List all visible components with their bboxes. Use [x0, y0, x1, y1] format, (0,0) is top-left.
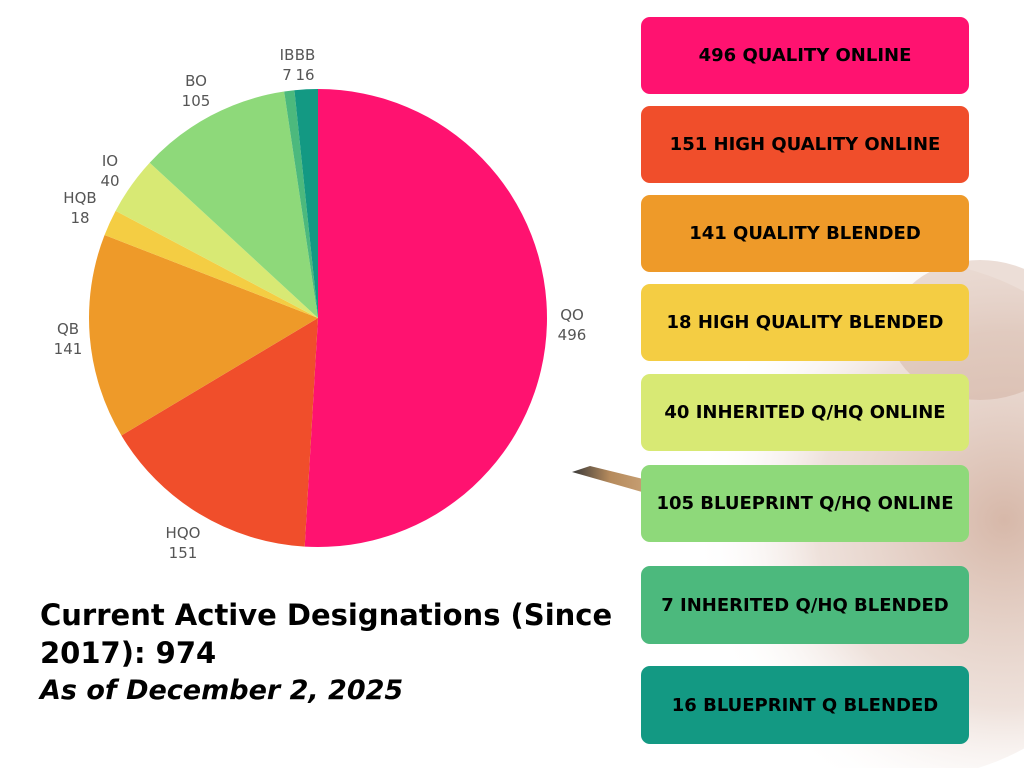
legend-item-blueprint-online: 105 BLUEPRINT Q/HQ ONLINE [641, 465, 969, 542]
legend-item-inherited-online: 40 INHERITED Q/HQ ONLINE [641, 374, 969, 451]
legend-item-inherited-blended: 7 INHERITED Q/HQ BLENDED [641, 566, 969, 644]
slice-label-hqb: HQB [63, 189, 96, 207]
slice-value-bb: 16 [295, 66, 314, 84]
pie-slice-io [115, 162, 318, 318]
slice-label-io: IO [102, 152, 118, 170]
pie-slice-ib [284, 90, 318, 318]
slice-label-qb: QB [57, 320, 79, 338]
slice-value-hqo: 151 [169, 544, 198, 562]
pie-slice-bo [149, 91, 318, 318]
legend-item-quality-online: 496 QUALITY ONLINE [641, 17, 969, 94]
chart-title: Current Active Designations (Since 2017)… [40, 598, 613, 670]
legend-item-blueprint-blended: 16 BLUEPRINT Q BLENDED [641, 666, 969, 744]
pie-slice-qb [88, 234, 318, 436]
legend-item-high-quality-online: 151 HIGH QUALITY ONLINE [641, 106, 969, 183]
title-block: Current Active Designations (Since 2017)… [40, 596, 630, 708]
chart-subtitle: As of December 2, 2025 [40, 675, 404, 706]
slice-value-qo: 496 [558, 326, 587, 344]
slice-label-ib: IB [280, 46, 295, 64]
slice-label-bo: BO [185, 72, 207, 90]
slice-label-bb: BB [295, 46, 316, 64]
pie-slice-qo [304, 88, 548, 547]
slice-value-bo: 105 [182, 92, 211, 110]
slice-label-hqo: HQO [166, 524, 201, 542]
pie-slice-bb [294, 89, 318, 318]
slice-value-ib: 7 [282, 66, 292, 84]
slice-value-qb: 141 [54, 340, 83, 358]
legend-item-quality-blended: 141 QUALITY BLENDED [641, 195, 969, 272]
legend-item-high-quality-blended: 18 HIGH QUALITY BLENDED [641, 284, 969, 361]
slice-value-hqb: 18 [70, 209, 89, 227]
pie-slice-hqo [121, 318, 318, 547]
pie-chart: QO 496 HQO 151 QB 141 HQB 18 IO 40 BO 105 IB 7BB 16 [54, 46, 587, 562]
slice-label-qo: QO [560, 306, 584, 324]
pie-slice-hqb [104, 210, 318, 318]
slice-value-io: 40 [100, 172, 119, 190]
